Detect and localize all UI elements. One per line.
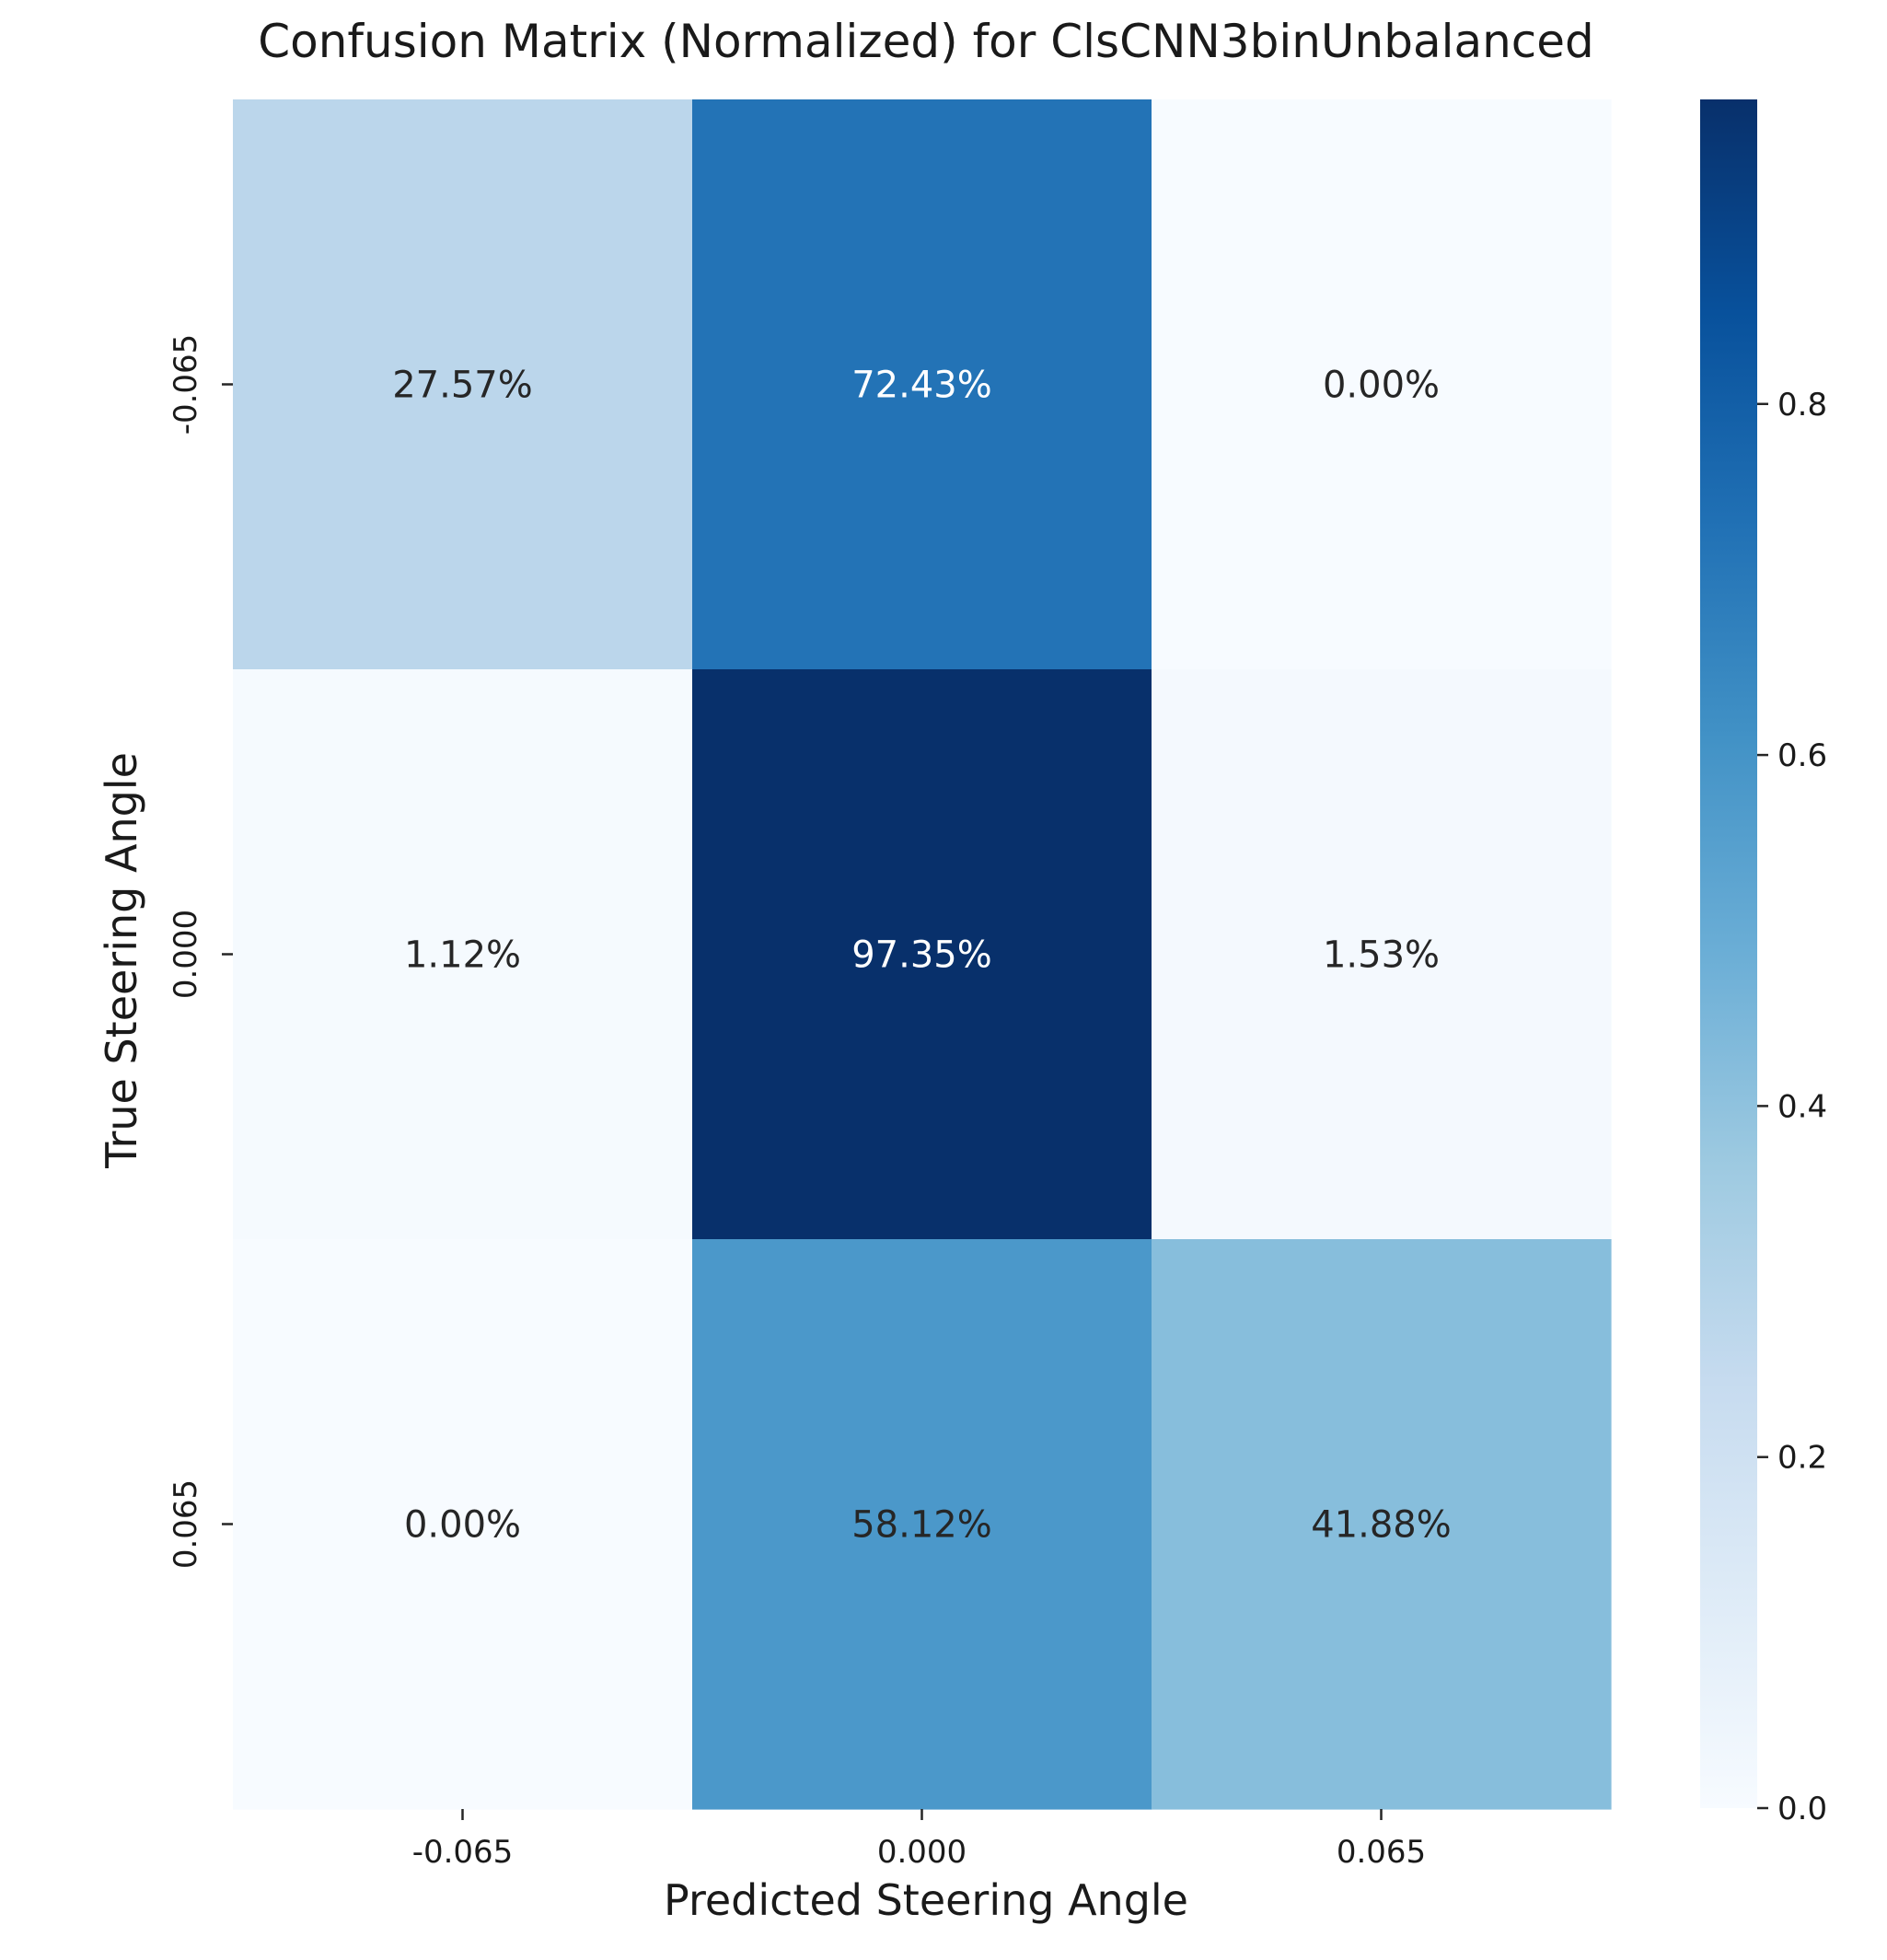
heatmap-cell [233,669,693,1240]
colorbar-tick-label: 0.6 [1777,737,1827,774]
cell-annotation: 41.88% [1311,1504,1452,1547]
heatmap-cell [233,1239,693,1810]
heatmap-cells [233,99,1612,1810]
heatmap-cell [692,1239,1152,1810]
y-axis-label: True Steering Angle [97,752,146,1169]
heatmap-cell [1152,1239,1612,1810]
cell-annotation: 58.12% [851,1504,992,1547]
x-axis-label: Predicted Steering Angle [664,1875,1188,1925]
y-tick-label: 0.065 [168,1479,204,1569]
heatmap-cell [233,99,693,670]
x-tick-label: 0.065 [1337,1834,1426,1871]
colorbar-tick-label: 0.8 [1777,387,1827,423]
colorbar-tick-label: 0.0 [1777,1791,1827,1827]
cell-annotation: 97.35% [851,934,992,977]
cell-annotation: 27.57% [392,365,533,407]
heatmap-cell [692,669,1152,1240]
cell-annotation: 1.53% [1323,934,1440,977]
heatmap-cell [692,99,1152,670]
colorbar-tick-label: 0.2 [1777,1440,1827,1477]
cell-annotations: 27.57% 72.43% 0.00% 1.12% 97.35% 1.53% 0.00% 58… [392,365,1452,1547]
cell-annotation: 0.00% [404,1504,521,1547]
x-tick-label: 0.000 [877,1834,967,1871]
cell-annotation: 72.43% [851,365,992,407]
y-tick-label: -0.065 [168,334,204,435]
y-tick-label: 0.000 [168,910,204,999]
heatmap-cell [1152,669,1612,1240]
chart-title: Confusion Matrix (Normalized) for ClsCNN… [258,15,1594,68]
colorbar [1700,99,1757,1808]
cell-annotation: 1.12% [404,934,521,977]
x-axis: -0.065 0.000 0.065 [412,1809,1426,1871]
colorbar-ticks: 0.0 0.2 0.4 0.6 0.8 [1757,387,1827,1827]
y-axis: -0.065 0.000 0.065 [168,334,233,1569]
heatmap-cell [1152,99,1612,670]
x-tick-label: -0.065 [412,1834,514,1871]
colorbar-tick-label: 0.4 [1777,1088,1827,1125]
cell-annotation: 0.00% [1323,365,1440,407]
